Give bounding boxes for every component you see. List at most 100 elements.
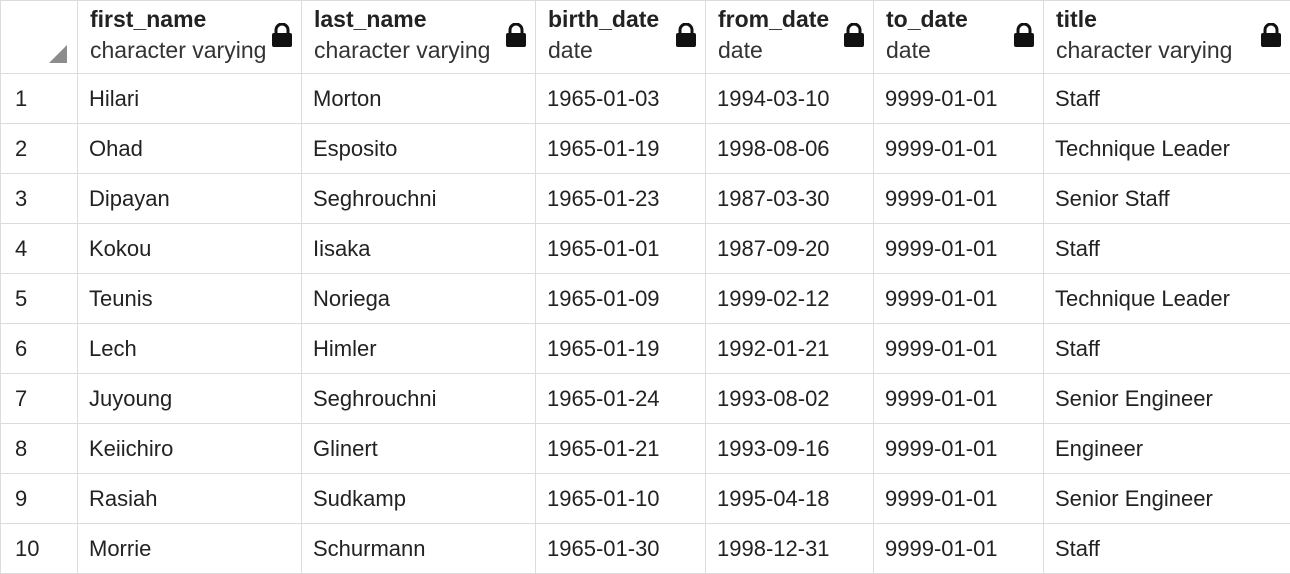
cell-to-date[interactable]: 9999-01-01 <box>874 374 1044 424</box>
row-number[interactable]: 2 <box>1 124 78 174</box>
cell-birth-date[interactable]: 1965-01-10 <box>536 474 706 524</box>
column-type: character varying <box>90 33 289 67</box>
cell-first-name[interactable]: Juyoung <box>78 374 302 424</box>
cell-title[interactable]: Staff <box>1044 324 1290 374</box>
cell-last-name[interactable]: Himler <box>302 324 536 374</box>
cell-first-name[interactable]: Teunis <box>78 274 302 324</box>
cell-from-date[interactable]: 1987-09-20 <box>706 224 874 274</box>
cell-to-date[interactable]: 9999-01-01 <box>874 174 1044 224</box>
cell-last-name[interactable]: Iisaka <box>302 224 536 274</box>
cell-first-name[interactable]: Lech <box>78 324 302 374</box>
cell-first-name[interactable]: Kokou <box>78 224 302 274</box>
cell-from-date[interactable]: 1998-12-31 <box>706 524 874 574</box>
row-number[interactable]: 3 <box>1 174 78 224</box>
cell-last-name[interactable]: Seghrouchni <box>302 174 536 224</box>
cell-title[interactable]: Senior Staff <box>1044 174 1290 224</box>
cell-first-name[interactable]: Morrie <box>78 524 302 574</box>
cell-last-name[interactable]: Esposito <box>302 124 536 174</box>
row-number[interactable]: 9 <box>1 474 78 524</box>
cell-title[interactable]: Staff <box>1044 74 1290 124</box>
row-number[interactable]: 6 <box>1 324 78 374</box>
row-number[interactable]: 7 <box>1 374 78 424</box>
cell-first-name[interactable]: Rasiah <box>78 474 302 524</box>
cell-to-date[interactable]: 9999-01-01 <box>874 274 1044 324</box>
column-type: character varying <box>1056 33 1278 67</box>
cell-to-date[interactable]: 9999-01-01 <box>874 474 1044 524</box>
cell-first-name[interactable]: Ohad <box>78 124 302 174</box>
cell-from-date[interactable]: 1993-08-02 <box>706 374 874 424</box>
cell-title[interactable]: Senior Engineer <box>1044 374 1290 424</box>
lock-icon <box>1260 23 1282 47</box>
column-name: first_name <box>90 5 289 33</box>
cell-first-name[interactable]: Keiichiro <box>78 424 302 474</box>
cell-title[interactable]: Engineer <box>1044 424 1290 474</box>
cell-from-date[interactable]: 1992-01-21 <box>706 324 874 374</box>
lock-icon <box>1013 23 1035 47</box>
cell-last-name[interactable]: Schurmann <box>302 524 536 574</box>
lock-icon <box>675 23 697 47</box>
column-type: character varying <box>314 33 523 67</box>
row-number[interactable]: 1 <box>1 74 78 124</box>
cell-from-date[interactable]: 1999-02-12 <box>706 274 874 324</box>
cell-title[interactable]: Technique Leader <box>1044 124 1290 174</box>
cell-title[interactable]: Staff <box>1044 224 1290 274</box>
select-all-corner[interactable] <box>1 1 78 74</box>
row-number[interactable]: 10 <box>1 524 78 574</box>
cell-title[interactable]: Technique Leader <box>1044 274 1290 324</box>
cell-from-date[interactable]: 1994-03-10 <box>706 74 874 124</box>
row-number[interactable]: 4 <box>1 224 78 274</box>
column-type: date <box>718 33 861 67</box>
cell-birth-date[interactable]: 1965-01-09 <box>536 274 706 324</box>
cell-birth-date[interactable]: 1965-01-23 <box>536 174 706 224</box>
cell-first-name[interactable]: Hilari <box>78 74 302 124</box>
cell-to-date[interactable]: 9999-01-01 <box>874 524 1044 574</box>
cell-from-date[interactable]: 1998-08-06 <box>706 124 874 174</box>
cell-first-name[interactable]: Dipayan <box>78 174 302 224</box>
cell-from-date[interactable]: 1995-04-18 <box>706 474 874 524</box>
select-all-corner-icon[interactable] <box>49 45 67 63</box>
cell-to-date[interactable]: 9999-01-01 <box>874 424 1044 474</box>
cell-last-name[interactable]: Morton <box>302 74 536 124</box>
cell-birth-date[interactable]: 1965-01-24 <box>536 374 706 424</box>
cell-birth-date[interactable]: 1965-01-30 <box>536 524 706 574</box>
cell-from-date[interactable]: 1987-03-30 <box>706 174 874 224</box>
cell-birth-date[interactable]: 1965-01-19 <box>536 124 706 174</box>
cell-birth-date[interactable]: 1965-01-03 <box>536 74 706 124</box>
cell-title[interactable]: Staff <box>1044 524 1290 574</box>
row-number[interactable]: 5 <box>1 274 78 324</box>
cell-from-date[interactable]: 1993-09-16 <box>706 424 874 474</box>
cell-birth-date[interactable]: 1965-01-01 <box>536 224 706 274</box>
cell-to-date[interactable]: 9999-01-01 <box>874 324 1044 374</box>
cell-to-date[interactable]: 9999-01-01 <box>874 224 1044 274</box>
row-number[interactable]: 8 <box>1 424 78 474</box>
lock-icon <box>505 23 527 47</box>
cell-last-name[interactable]: Noriega <box>302 274 536 324</box>
cell-birth-date[interactable]: 1965-01-21 <box>536 424 706 474</box>
cell-last-name[interactable]: Glinert <box>302 424 536 474</box>
cell-to-date[interactable]: 9999-01-01 <box>874 124 1044 174</box>
cell-title[interactable]: Senior Engineer <box>1044 474 1290 524</box>
cell-to-date[interactable]: 9999-01-01 <box>874 74 1044 124</box>
cell-last-name[interactable]: Sudkamp <box>302 474 536 524</box>
cell-last-name[interactable]: Seghrouchni <box>302 374 536 424</box>
column-type: date <box>886 33 1031 67</box>
cell-birth-date[interactable]: 1965-01-19 <box>536 324 706 374</box>
